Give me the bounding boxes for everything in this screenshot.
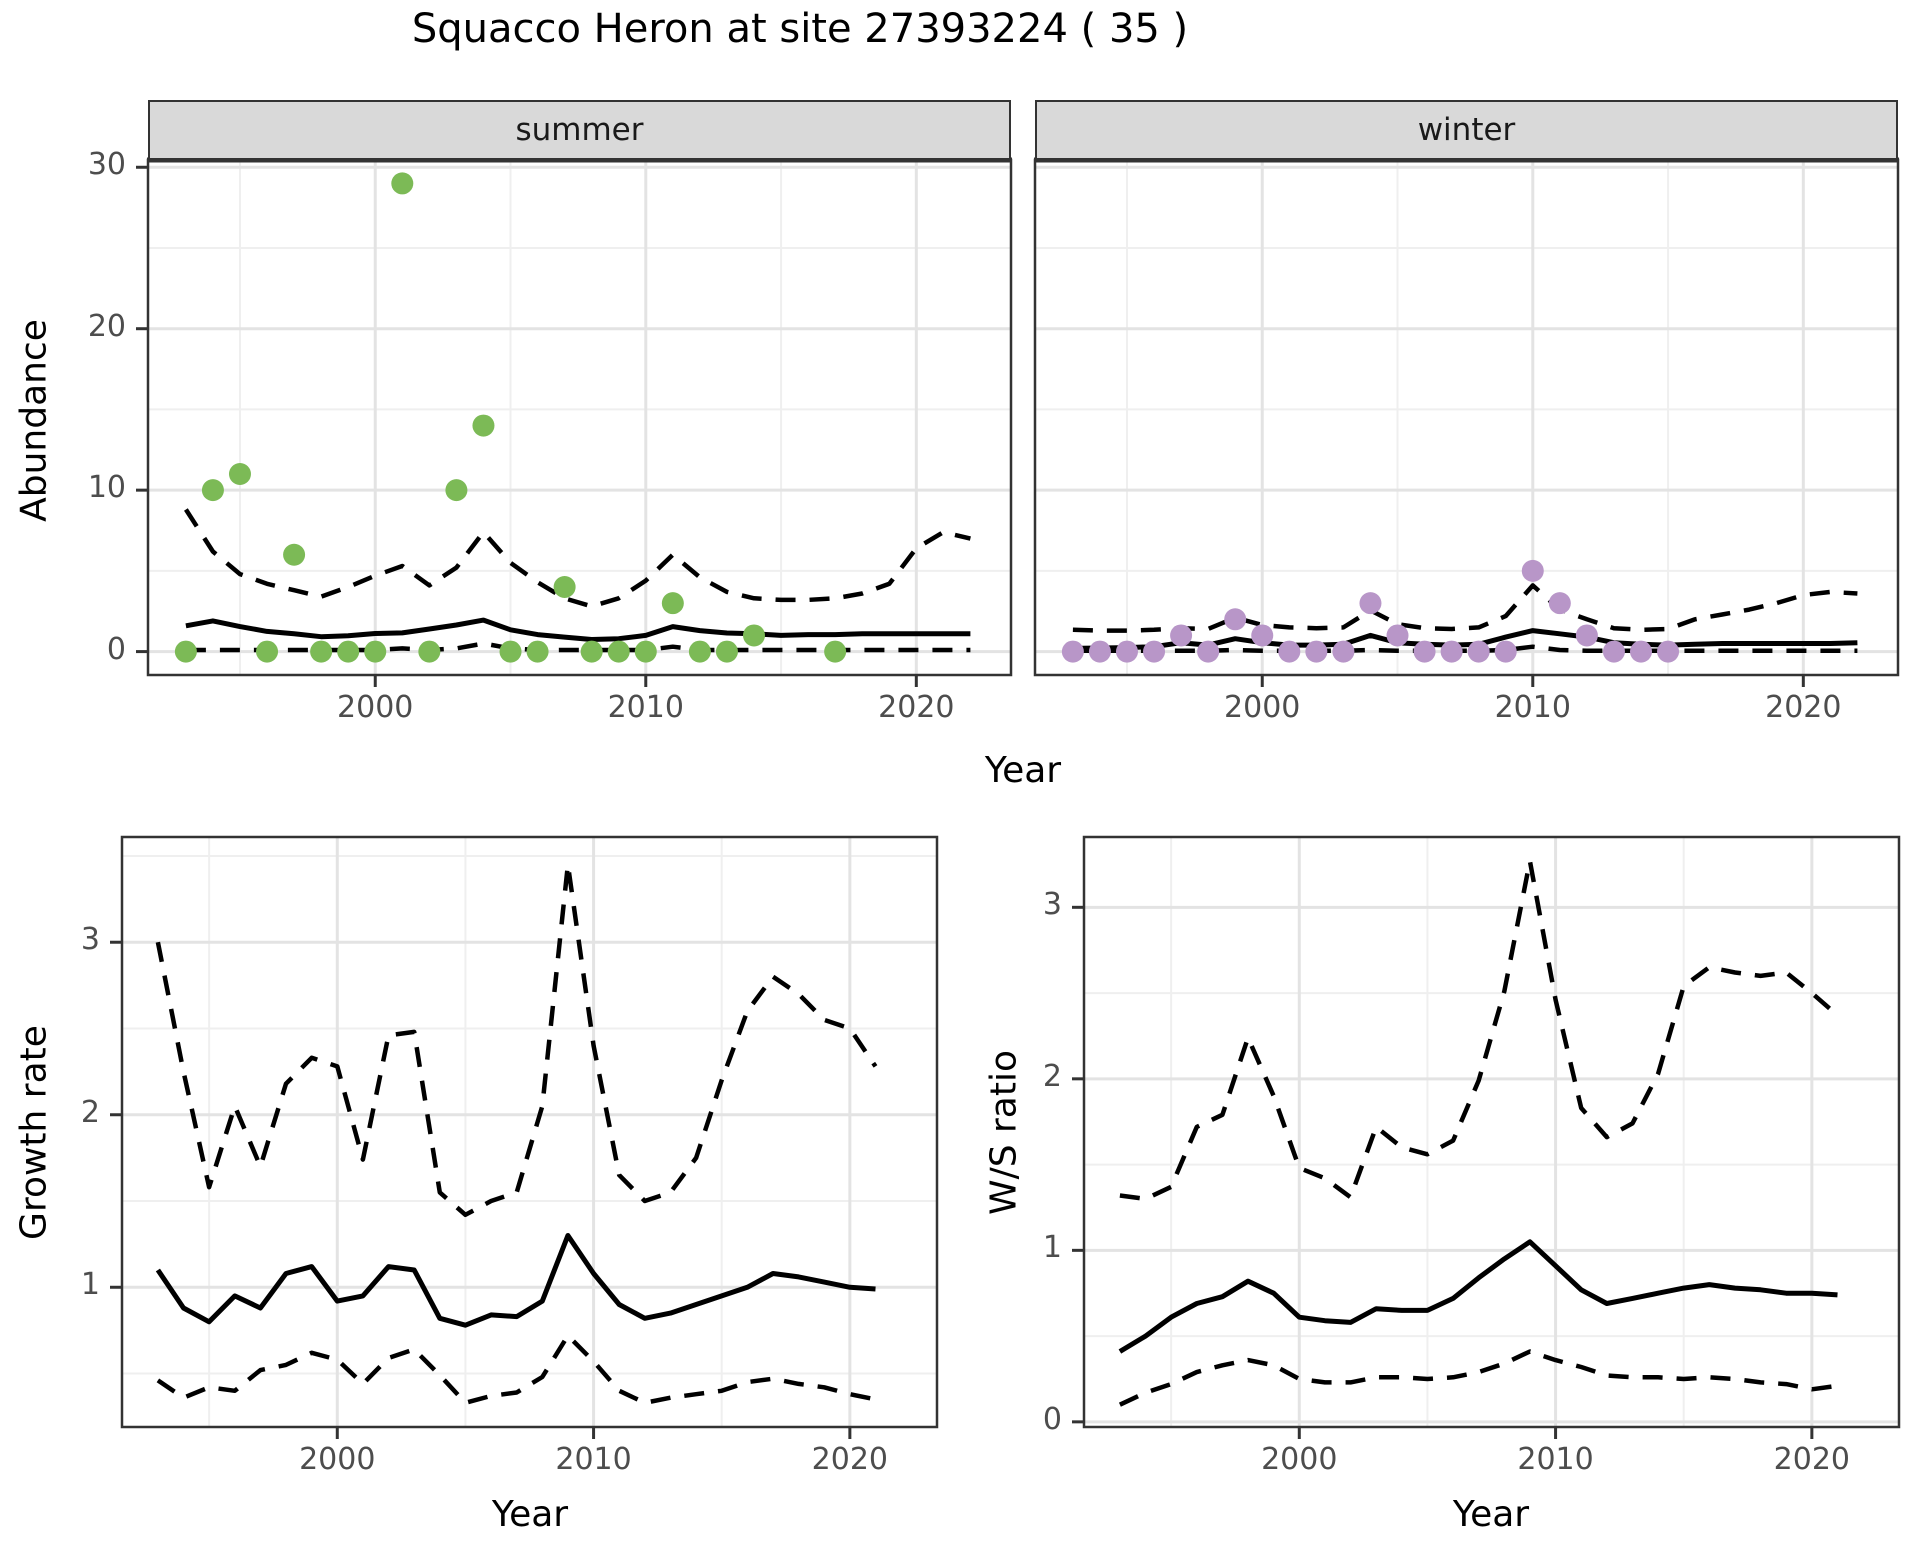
x-tick-label: 2010 — [607, 690, 684, 725]
summer-point — [337, 640, 360, 663]
winter-point — [1224, 608, 1247, 631]
x-tick-label: 2010 — [1517, 1442, 1594, 1477]
winter-point — [1197, 640, 1220, 663]
summer-point — [201, 479, 224, 502]
winter-point — [1088, 640, 1111, 663]
summer-point — [283, 543, 306, 566]
winter-point — [1359, 592, 1382, 615]
growth-rate-y-axis-title: Growth rate — [13, 1025, 55, 1240]
winter-point — [1440, 640, 1463, 663]
x-tick-label: 2010 — [1494, 690, 1571, 725]
winter-point — [1575, 624, 1598, 647]
summer-point — [391, 172, 414, 195]
y-tick-label: 20 — [87, 308, 126, 344]
summer-point — [472, 414, 495, 437]
y-tick-label: 10 — [87, 470, 126, 506]
x-tick-label: 2010 — [555, 1442, 632, 1477]
winter-point — [1629, 640, 1652, 663]
y-tick-label: 30 — [87, 147, 126, 183]
summer-point — [228, 463, 251, 486]
winter-point — [1386, 624, 1409, 647]
summer-point — [553, 576, 576, 599]
summer-point — [499, 640, 522, 663]
summer-point — [256, 640, 279, 663]
growth-rate-x-axis-title: Year — [491, 1494, 569, 1535]
summer-point — [364, 640, 387, 663]
summer-point — [445, 479, 468, 502]
summer-point — [824, 640, 847, 663]
winter-point — [1332, 640, 1355, 663]
x-tick-label: 2020 — [811, 1442, 889, 1477]
winter-point — [1548, 592, 1571, 615]
y-tick-label: 3 — [1042, 887, 1062, 923]
summer-point — [634, 640, 657, 663]
winter-point — [1657, 640, 1680, 663]
y-tick-label: 0 — [106, 631, 126, 667]
summer-point — [580, 640, 603, 663]
y-tick-label: 2 — [1042, 1058, 1062, 1094]
summer-abundance-points — [174, 172, 847, 663]
summer-point — [526, 640, 549, 663]
summer-point — [174, 640, 197, 663]
facet-strip-winter: winter — [1035, 100, 1898, 160]
winter-point — [1115, 640, 1138, 663]
winter-point — [1143, 640, 1166, 663]
x-tick-label: 2020 — [1765, 690, 1842, 725]
x-tick-label: 2000 — [1224, 690, 1301, 725]
facet-strip-winter-label: winter — [1417, 112, 1516, 148]
winter-point — [1170, 624, 1193, 647]
summer-point — [715, 640, 738, 663]
winter-point — [1602, 640, 1625, 663]
ws-ratio-x-axis-title: Year — [1452, 1494, 1530, 1535]
y-tick-label: 2 — [80, 1094, 100, 1130]
y-tick-label: 3 — [80, 922, 100, 958]
winter-point — [1521, 559, 1544, 582]
winter-point — [1494, 640, 1517, 663]
x-tick-label: 2020 — [1773, 1442, 1851, 1477]
summer-point — [661, 592, 684, 615]
facet-strip-summer-label: summer — [515, 112, 644, 148]
x-tick-label: 2000 — [1261, 1442, 1338, 1477]
winter-point — [1251, 624, 1274, 647]
winter-point — [1467, 640, 1490, 663]
summer-point — [418, 640, 441, 663]
ws-ratio-panel — [1072, 835, 1901, 1439]
winter-point — [1278, 640, 1301, 663]
y-tick-label: 1 — [1042, 1230, 1062, 1266]
y-tick-label: 0 — [1042, 1401, 1062, 1437]
winter-abundance-points — [1061, 559, 1680, 663]
summer-point — [742, 624, 765, 647]
page-title: Squacco Heron at site 27393224 ( 35 ) — [411, 6, 1189, 52]
abundance-x-axis-title: Year — [984, 750, 1062, 791]
facet-strip-summer: summer — [148, 100, 1011, 160]
summer-point — [607, 640, 630, 663]
abundance-winter-panel — [1033, 157, 1900, 687]
abundance-y-axis-title: Abundance — [13, 319, 55, 522]
y-tick-label: 1 — [80, 1267, 100, 1303]
winter-point — [1413, 640, 1436, 663]
summer-point — [688, 640, 711, 663]
winter-point — [1061, 640, 1084, 663]
growth-rate-panel — [110, 835, 939, 1439]
summer-point — [310, 640, 333, 663]
abundance-summer-panel — [136, 157, 1013, 687]
x-tick-label: 2000 — [299, 1442, 376, 1477]
x-tick-label: 2020 — [878, 690, 955, 725]
winter-point — [1305, 640, 1328, 663]
x-tick-label: 2000 — [337, 690, 414, 725]
